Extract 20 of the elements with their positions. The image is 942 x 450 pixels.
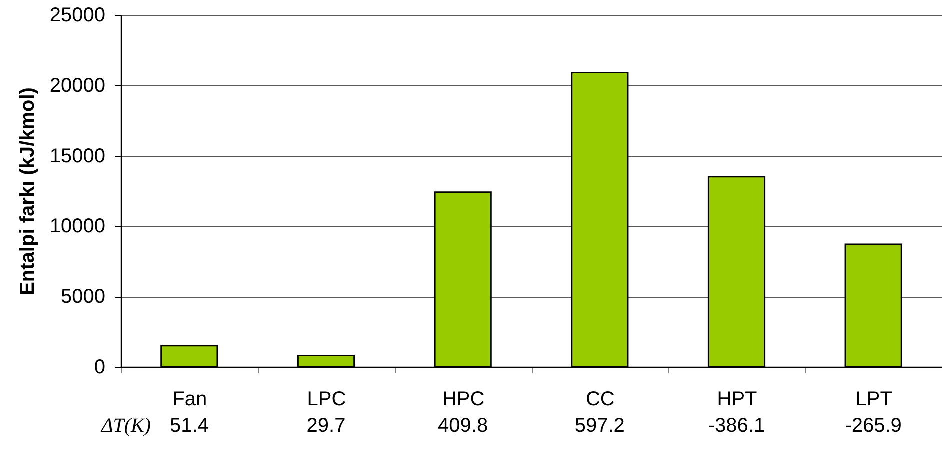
- y-tick-label: 20000: [50, 74, 106, 97]
- text: 409.8: [438, 415, 488, 437]
- y-axis-title: Entalpi farkı (kJ/kmol): [16, 88, 39, 296]
- y-tick-label: 10000: [50, 216, 106, 238]
- text: -386.1: [708, 415, 766, 437]
- text: 597.2: [574, 415, 625, 437]
- text: ΔT(K): [100, 415, 152, 437]
- y-tick-label: 0: [94, 356, 106, 378]
- x-tick-label: LPT: [856, 388, 892, 410]
- x-tick-label: HPT: [717, 388, 758, 410]
- x-tick-label: Fan: [172, 388, 208, 410]
- y-tick-label: 15000: [50, 145, 106, 168]
- x-tick-label: HPC: [442, 388, 485, 410]
- text: 29.7: [306, 415, 346, 437]
- x-tick-label: CC: [586, 388, 615, 410]
- text: -265.9: [845, 415, 902, 437]
- y-tick-label: 25000: [50, 4, 106, 26]
- text: 51.4: [170, 415, 209, 437]
- x-tick-label: LPC: [307, 388, 346, 410]
- y-tick-label: 5000: [61, 286, 106, 308]
